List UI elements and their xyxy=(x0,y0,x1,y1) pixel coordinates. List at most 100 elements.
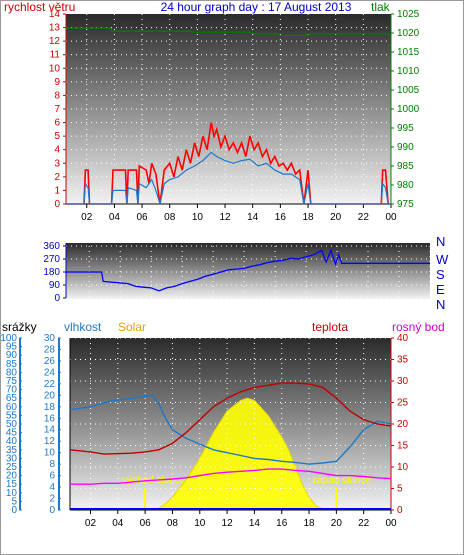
wind-y-tick-label: 4 xyxy=(54,145,60,156)
rain-y-tick-label: 45 xyxy=(6,428,18,439)
pressure-axis-label: tlak xyxy=(371,0,391,14)
direction-y-tick-label: 360 xyxy=(43,241,60,252)
humidity-y-tick-label: 14 xyxy=(44,425,56,436)
pressure-y-tick-label: 1020 xyxy=(397,28,420,39)
wind-y-tick-label: 14 xyxy=(49,9,61,20)
wind-series-line-1 xyxy=(66,151,391,205)
compass-label: E xyxy=(436,282,445,297)
humidity-y-tick-label: 18 xyxy=(44,402,56,413)
climate-x-tick-label: 00 xyxy=(385,518,397,529)
direction-y-tick-label: 180 xyxy=(43,267,60,278)
wind-y-tick-label: 9 xyxy=(54,77,60,88)
pressure-y-tick-label: 995 xyxy=(397,123,414,134)
dew-point-axis-label: rosný bod xyxy=(392,320,445,334)
wind-x-tick-label: 18 xyxy=(302,212,314,223)
direction-y-tick-label: 270 xyxy=(43,254,60,265)
climate-x-tick-label: 14 xyxy=(249,518,261,529)
climate-x-tick-label: 22 xyxy=(358,518,370,529)
pressure-y-tick-label: 1005 xyxy=(397,85,420,96)
wind-x-tick-label: 22 xyxy=(358,212,370,223)
rain-y-tick-label: 50 xyxy=(6,419,18,430)
humidity-y-tick-label: 24 xyxy=(44,367,56,378)
compass-label: W xyxy=(436,252,449,267)
wind-x-tick-label: 06 xyxy=(137,212,149,223)
wind-y-tick-label: 13 xyxy=(49,23,61,34)
rain-y-tick-label: 65 xyxy=(6,393,18,404)
temperature-y-tick-label: 10 xyxy=(397,462,409,473)
temperature-y-tick-label: 35 xyxy=(397,355,409,366)
wind-x-tick-label: 12 xyxy=(219,212,231,223)
rain-y-tick-label: 20 xyxy=(6,471,18,482)
climate-series-line-0 xyxy=(69,394,392,465)
rain-y-tick-label: 0 xyxy=(11,505,17,516)
climate-x-tick-label: 10 xyxy=(194,518,206,529)
compass-label: N xyxy=(436,234,445,249)
rain-y-tick-label: 15 xyxy=(6,479,18,490)
wind-x-tick-label: 02 xyxy=(81,212,93,223)
direction-plot-area xyxy=(66,243,430,299)
humidity-y-tick-label: 10 xyxy=(44,448,56,459)
wind-x-tick-label: 16 xyxy=(275,212,287,223)
rain-y-tick-label: 60 xyxy=(6,402,18,413)
rain-y-tick-label: 5 xyxy=(11,496,17,507)
direction-series-line-0 xyxy=(66,248,430,292)
temperature-y-tick-label: 20 xyxy=(397,419,409,430)
rain-y-tick-label: 95 xyxy=(6,342,18,353)
climate-x-tick-label: 02 xyxy=(85,518,97,529)
pressure-y-tick-label: 980 xyxy=(397,180,414,191)
climate-x-tick-label: 06 xyxy=(140,518,152,529)
wind-x-tick-label: 20 xyxy=(330,212,342,223)
humidity-y-tick-label: 16 xyxy=(44,413,56,424)
pressure-y-tick-label: 1000 xyxy=(397,104,420,115)
temperature-axis-label: teplota xyxy=(312,320,348,334)
pressure-y-tick-label: 1015 xyxy=(397,47,420,58)
rain-y-tick-label: 10 xyxy=(6,488,18,499)
humidity-y-tick-label: 20 xyxy=(44,390,56,401)
wind-y-tick-label: 1 xyxy=(54,185,60,196)
wind-y-tick-label: 7 xyxy=(54,104,60,115)
humidity-y-tick-label: 6 xyxy=(49,471,55,482)
rain-y-tick-label: 70 xyxy=(6,385,18,396)
wind-y-tick-label: 3 xyxy=(54,158,60,169)
climate-series-line-1 xyxy=(69,382,392,455)
wind-y-tick-label: 2 xyxy=(54,172,60,183)
rain-y-tick-label: 25 xyxy=(6,462,18,473)
temperature-y-tick-label: 25 xyxy=(397,398,409,409)
climate-x-tick-label: 08 xyxy=(167,518,179,529)
temperature-y-tick-label: 0 xyxy=(397,505,403,516)
climate-x-tick-label: 20 xyxy=(331,518,343,529)
humidity-y-tick-label: 26 xyxy=(44,356,56,367)
compass-label: S xyxy=(436,267,445,282)
wind-series-line-2 xyxy=(66,27,391,36)
direction-y-tick-label: 0 xyxy=(54,293,60,304)
climate-x-tick-label: 16 xyxy=(276,518,288,529)
rain-y-tick-label: 55 xyxy=(6,410,18,421)
climate-x-tick-label: 12 xyxy=(222,518,234,529)
rain-y-tick-label: 90 xyxy=(6,350,18,361)
humidity-y-tick-label: 4 xyxy=(49,482,55,493)
humidity-y-tick-label: 2 xyxy=(49,494,55,505)
rain-y-tick-label: 30 xyxy=(6,453,18,464)
pressure-y-tick-label: 1010 xyxy=(397,66,420,77)
rain-y-tick-label: 40 xyxy=(6,436,18,447)
wind-y-tick-label: 6 xyxy=(54,118,60,129)
solar-area xyxy=(154,397,326,511)
wind-x-tick-label: 04 xyxy=(109,212,121,223)
compass-label: N xyxy=(436,297,445,312)
pressure-y-tick-label: 985 xyxy=(397,161,414,172)
wind-y-tick-label: 11 xyxy=(50,50,61,61)
wind-y-tick-label: 10 xyxy=(49,63,61,74)
rain-y-tick-label: 85 xyxy=(6,359,18,370)
wind-axis-label: rychlost větru xyxy=(4,0,75,14)
wind-y-tick-label: 5 xyxy=(54,131,60,142)
wind-y-tick-label: 8 xyxy=(54,90,60,101)
climate-x-tick-label: 18 xyxy=(303,518,315,529)
temperature-y-tick-label: 30 xyxy=(397,376,409,387)
pressure-y-tick-label: 990 xyxy=(397,142,414,153)
wind-series-line-0 xyxy=(66,122,391,205)
temperature-y-tick-label: 40 xyxy=(397,333,409,344)
rain-axis-label: srážky xyxy=(2,320,37,334)
sunset-label: západ slunce xyxy=(312,475,371,486)
page-title: 24 hour graph day : 17 August 2013 xyxy=(161,0,352,14)
